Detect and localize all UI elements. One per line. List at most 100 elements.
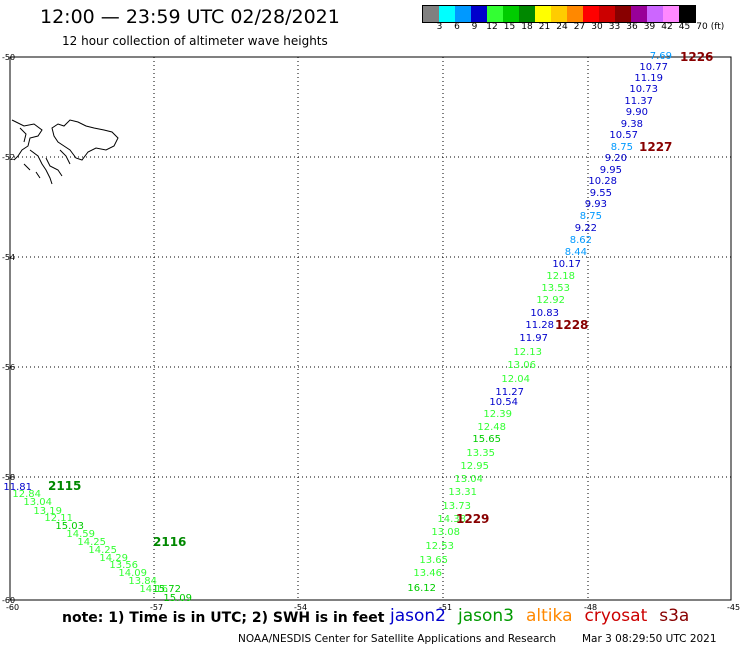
wave-height-value: 14.25 bbox=[77, 537, 106, 548]
wave-height-value: 14.29 bbox=[99, 553, 128, 564]
footer-timestamp: Mar 3 08:29:50 UTC 2021 bbox=[582, 633, 717, 645]
longitude-label: -54 bbox=[294, 603, 307, 612]
latitude-label: -52 bbox=[2, 153, 15, 162]
legend-swatch bbox=[599, 6, 615, 22]
legend-swatch bbox=[519, 6, 535, 22]
satellite-name: jason3 bbox=[458, 606, 514, 626]
legend-label: 15 bbox=[503, 22, 516, 32]
satellite-name: cryosat bbox=[584, 606, 648, 626]
wave-height-value: 13.56 bbox=[109, 560, 138, 571]
wave-height-value: 11.19 bbox=[634, 73, 663, 84]
wave-height-value: 13.35 bbox=[466, 448, 495, 459]
legend-swatch bbox=[615, 6, 631, 22]
wave-height-value: 15.72 bbox=[152, 584, 181, 595]
satellite-name: altika bbox=[526, 606, 573, 626]
pass-label: 2116 bbox=[153, 535, 186, 549]
legend-label: 45 bbox=[678, 22, 691, 32]
legend-label: 33 bbox=[608, 22, 621, 32]
legend-label: 6 bbox=[454, 22, 460, 32]
wave-height-value: 9.55 bbox=[590, 188, 612, 199]
latitude-label: -56 bbox=[2, 363, 15, 372]
wave-height-value: 9.93 bbox=[585, 199, 607, 210]
wave-height-value: 9.22 bbox=[575, 223, 597, 234]
wave-height-value: 12.84 bbox=[12, 489, 41, 500]
graticule bbox=[10, 57, 731, 600]
wave-height-value: 12.11 bbox=[44, 513, 73, 524]
legend-label: 39 bbox=[643, 22, 656, 32]
wave-height-value: 14.25 bbox=[88, 545, 117, 556]
wave-height-value: 15.09 bbox=[163, 593, 192, 604]
satellite-legend: jason2 jason3 altika cryosat s3a bbox=[390, 606, 701, 626]
map-frame bbox=[9, 56, 732, 601]
legend-swatch bbox=[631, 6, 647, 22]
wave-height-value: 11.81 bbox=[3, 482, 32, 493]
units-note: note: 1) Time is in UTC; 2) SWH is in fe… bbox=[62, 610, 385, 626]
wave-height-value: 12.95 bbox=[460, 461, 489, 472]
wave-height-value: 10.57 bbox=[609, 130, 638, 141]
wave-height-value: 11.37 bbox=[624, 96, 653, 107]
wave-height-value: 10.73 bbox=[629, 84, 658, 95]
legend-swatch bbox=[647, 6, 663, 22]
wave-height-value: 10.28 bbox=[588, 176, 617, 187]
wave-height-value: 12.04 bbox=[501, 374, 530, 385]
legend-label: 70 bbox=[696, 22, 708, 32]
wave-height-value: 10.17 bbox=[552, 259, 581, 270]
pass-label: 1227 bbox=[639, 140, 672, 154]
legend-swatch bbox=[663, 6, 679, 22]
wave-height-value: 11.27 bbox=[495, 387, 524, 398]
longitude-label: -51 bbox=[439, 603, 452, 612]
latitude-label: -50 bbox=[2, 53, 15, 62]
latitude-label: -54 bbox=[2, 253, 15, 262]
wave-height-value: 13.65 bbox=[419, 555, 448, 566]
wave-height-value: 13.19 bbox=[33, 506, 62, 517]
longitude-label: -48 bbox=[584, 603, 597, 612]
wave-height-value: 12.39 bbox=[483, 409, 512, 420]
wave-height-value: 13.04 bbox=[454, 474, 483, 485]
legend-swatch bbox=[471, 6, 487, 22]
wave-height-value: 14.38 bbox=[437, 514, 466, 525]
color-legend bbox=[422, 5, 696, 23]
longitude-label: -57 bbox=[150, 603, 163, 612]
legend-label: 18 bbox=[521, 22, 533, 32]
wave-height-value: 9.95 bbox=[600, 165, 622, 176]
legend-label: 9 bbox=[471, 22, 478, 32]
legend-label: 27 bbox=[573, 22, 586, 32]
legend-swatch bbox=[551, 6, 567, 22]
wave-height-value: 15.65 bbox=[472, 434, 501, 445]
wave-height-value: 12.18 bbox=[546, 271, 575, 282]
legend-swatch bbox=[567, 6, 583, 22]
wave-height-value: 8.62 bbox=[570, 235, 592, 246]
longitude-labels: -60 -57 -54 -51 -48 -45 bbox=[6, 603, 740, 612]
legend-label: 36 bbox=[626, 22, 638, 32]
wave-height-value: 14.59 bbox=[66, 529, 95, 540]
legend-swatch bbox=[503, 6, 519, 22]
legend-label: 30 bbox=[591, 22, 603, 32]
wave-height-value: 10.54 bbox=[489, 397, 518, 408]
pass-label: 2115 bbox=[48, 479, 81, 493]
wave-height-value: 9.38 bbox=[621, 119, 643, 130]
legend-swatch bbox=[455, 6, 471, 22]
latitude-label: -60 bbox=[2, 596, 15, 605]
falkland-islands-coastline bbox=[11, 119, 119, 185]
wave-height-value: 8.44 bbox=[565, 247, 587, 258]
legend-label: 24 bbox=[556, 22, 568, 32]
wave-height-value: 13.04 bbox=[23, 497, 52, 508]
footer-credit: NOAA/NESDIS Center for Satellite Applica… bbox=[238, 633, 556, 645]
wave-height-value: 7.69 bbox=[650, 51, 672, 62]
color-legend-labels: 3 6 9 12 15 18 21 24 27 30 33 36 39 42 45 70 (ft) bbox=[422, 22, 740, 34]
wave-height-value: 12.92 bbox=[536, 295, 565, 306]
wave-height-value: 12.48 bbox=[477, 422, 506, 433]
wave-height-value: 13.46 bbox=[413, 568, 442, 579]
legend-swatch bbox=[535, 6, 551, 22]
satellite-name: s3a bbox=[659, 606, 690, 626]
legend-swatch bbox=[583, 6, 599, 22]
wave-height-value: 10.77 bbox=[639, 62, 668, 73]
legend-label: (ft) bbox=[710, 22, 725, 32]
pass-label: 1228 bbox=[555, 318, 588, 332]
wave-height-value: 13.06 bbox=[507, 360, 536, 371]
legend-label: 12 bbox=[486, 22, 498, 32]
wave-height-value: 12.53 bbox=[425, 541, 454, 552]
wave-height-value: 15.03 bbox=[55, 521, 84, 532]
wave-height-value: 8.75 bbox=[580, 211, 602, 222]
wave-height-value: 13.53 bbox=[541, 283, 570, 294]
